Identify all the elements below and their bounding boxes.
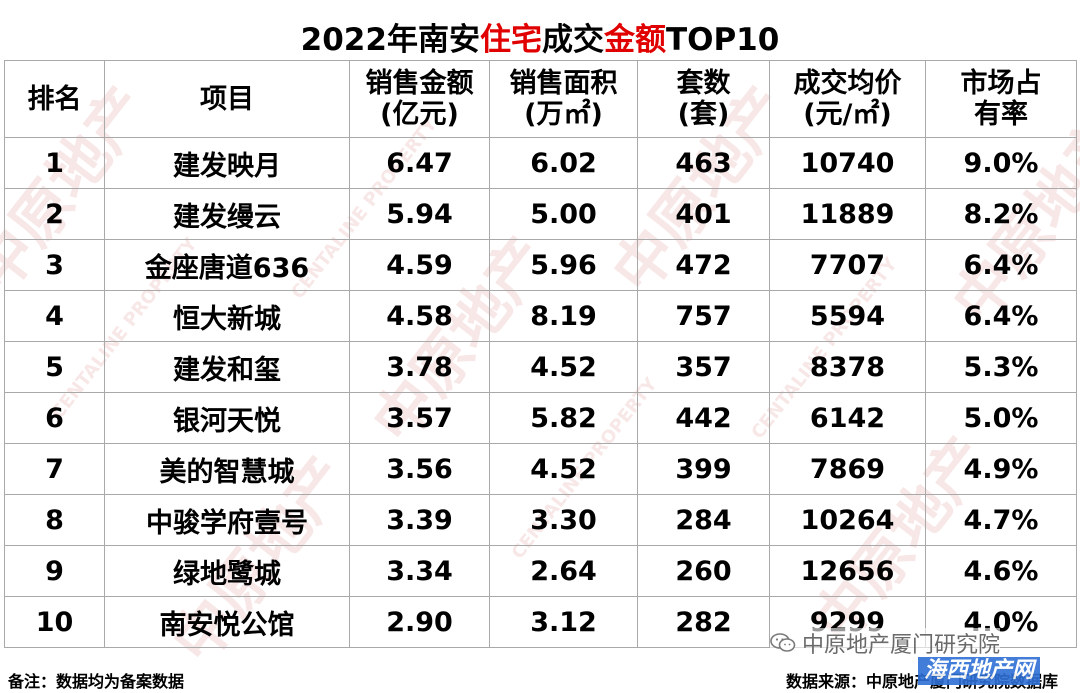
cell-project: 银河天悦 [104,392,350,444]
cell-amount: 3.78 [349,341,490,393]
header-price: 成交均价 (元/㎡) [769,60,926,138]
table-row: 10 南安悦公馆 2.90 3.12 282 9299 4.0% [4,596,1077,648]
cell-share: 8.2% [925,188,1077,240]
cell-units: 401 [637,188,770,240]
cell-share: 6.4% [925,290,1077,342]
cell-units: 472 [637,239,770,291]
cell-share: 6.4% [925,239,1077,291]
cell-project: 金座唐道636 [104,239,350,291]
table-row: 6 银河天悦 3.57 5.82 442 6142 5.0% [4,392,1077,444]
cell-units: 757 [637,290,770,342]
header-area: 销售面积 (万㎡) [489,60,638,138]
wechat-account-badge: 中原地产厦门研究院 [770,628,1001,658]
cell-project: 美的智慧城 [104,443,350,495]
cell-project: 建发和玺 [104,341,350,393]
cell-project: 绿地鹭城 [104,545,350,597]
cell-rank: 4 [4,290,105,342]
cell-area: 3.30 [489,494,638,546]
cell-area: 8.19 [489,290,638,342]
cell-price: 7869 [769,443,926,495]
header-units: 套数 (套) [637,60,770,138]
cell-units: 463 [637,137,770,189]
cell-amount: 4.58 [349,290,490,342]
cell-area: 6.02 [489,137,638,189]
cell-rank: 9 [4,545,105,597]
cell-rank: 7 [4,443,105,495]
cell-share: 4.9% [925,443,1077,495]
title-part-5: TOP10 [665,22,780,58]
table-row: 2 建发缦云 5.94 5.00 401 11889 8.2% [4,188,1077,240]
header-project: 项目 [104,60,350,138]
title-part-3: 成交 [541,22,604,58]
cell-price: 5594 [769,290,926,342]
cell-project: 南安悦公馆 [104,596,350,648]
cell-price: 11889 [769,188,926,240]
wechat-label: 中原地产厦门研究院 [802,633,1001,658]
cell-project: 建发缦云 [104,188,350,240]
cell-price: 6142 [769,392,926,444]
cell-rank: 5 [4,341,105,393]
cell-amount: 3.34 [349,545,490,597]
table-row: 5 建发和玺 3.78 4.52 357 8378 5.3% [4,341,1077,393]
cell-amount: 6.47 [349,137,490,189]
ranking-table: 排名 项目 销售金额 (亿元) 销售面积 (万㎡) 套数 (套) 成交均价 (元/㎡) … [4,60,1077,648]
table-header-row: 排名 项目 销售金额 (亿元) 销售面积 (万㎡) 套数 (套) 成交均价 (元/㎡) … [4,60,1077,138]
cell-price: 7707 [769,239,926,291]
cell-amount: 3.39 [349,494,490,546]
cell-rank: 10 [4,596,105,648]
site-stamp: 海西地产网 [918,657,1041,685]
cell-share: 4.7% [925,494,1077,546]
cell-amount: 2.90 [349,596,490,648]
header-amount: 销售金额 (亿元) [349,60,490,138]
cell-units: 284 [637,494,770,546]
cell-amount: 3.57 [349,392,490,444]
cell-rank: 1 [4,137,105,189]
cell-price: 8378 [769,341,926,393]
title-part-4: 金额 [603,22,666,58]
cell-units: 442 [637,392,770,444]
table-row: 9 绿地鹭城 3.34 2.64 260 12656 4.6% [4,545,1077,597]
cell-price: 12656 [769,545,926,597]
title-part-1: 2022年南安 [300,22,480,58]
cell-units: 260 [637,545,770,597]
cell-units: 357 [637,341,770,393]
cell-area: 2.64 [489,545,638,597]
cell-project: 恒大新城 [104,290,350,342]
table-row: 4 恒大新城 4.58 8.19 757 5594 6.4% [4,290,1077,342]
cell-rank: 3 [4,239,105,291]
cell-price: 10740 [769,137,926,189]
cell-share: 4.6% [925,545,1077,597]
footer-note: 备注：数据均为备案数据 [8,672,185,691]
cell-area: 5.96 [489,239,638,291]
cell-amount: 3.56 [349,443,490,495]
header-rank: 排名 [4,60,105,138]
cell-amount: 5.94 [349,188,490,240]
cell-units: 282 [637,596,770,648]
title-part-2: 住宅 [479,22,542,58]
cell-share: 5.0% [925,392,1077,444]
cell-project: 建发映月 [104,137,350,189]
table-row: 3 金座唐道636 4.59 5.96 472 7707 6.4% [4,239,1077,291]
table-row: 7 美的智慧城 3.56 4.52 399 7869 4.9% [4,443,1077,495]
cell-area: 4.52 [489,443,638,495]
cell-share: 9.0% [925,137,1077,189]
header-share: 市场占 有率 [925,60,1077,138]
cell-price: 10264 [769,494,926,546]
cell-rank: 6 [4,392,105,444]
cell-share: 5.3% [925,341,1077,393]
wechat-icon [770,633,796,652]
cell-amount: 4.59 [349,239,490,291]
cell-area: 5.82 [489,392,638,444]
cell-project: 中骏学府壹号 [104,494,350,546]
page-title: 2022年南安住宅成交金额TOP10 [0,20,1080,60]
cell-area: 5.00 [489,188,638,240]
cell-units: 399 [637,443,770,495]
table-row: 1 建发映月 6.47 6.02 463 10740 9.0% [4,137,1077,189]
cell-rank: 8 [4,494,105,546]
cell-area: 4.52 [489,341,638,393]
cell-rank: 2 [4,188,105,240]
cell-area: 3.12 [489,596,638,648]
table-row: 8 中骏学府壹号 3.39 3.30 284 10264 4.7% [4,494,1077,546]
